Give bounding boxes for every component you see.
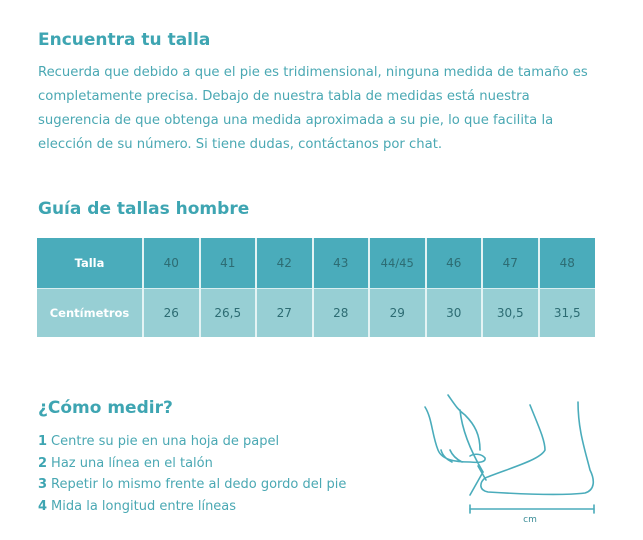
step-item: 4 Mida la longitud entre líneas xyxy=(38,498,237,514)
intro-text: Recuerda que debido a que el pie es trid… xyxy=(38,65,588,152)
size-cell: 43 xyxy=(311,238,369,289)
size-table: Talla 40 41 42 43 44/45 46 47 48 Centíme… xyxy=(37,238,595,337)
cm-cell: 26 xyxy=(142,288,200,337)
cm-cell: 29 xyxy=(368,288,426,337)
size-cell: 44/45 xyxy=(368,238,426,289)
cm-cell: 30 xyxy=(424,288,482,337)
size-cell: 48 xyxy=(537,238,595,289)
foot-icon xyxy=(480,401,595,496)
size-cell: 42 xyxy=(255,238,313,289)
size-cell: 47 xyxy=(481,238,539,289)
page-title: Encuentra tu talla xyxy=(38,30,211,50)
step-item: 3 Repetir lo mismo frente al dedo gordo d… xyxy=(38,477,347,492)
unit-label: cm xyxy=(523,515,537,525)
size-cell: 40 xyxy=(142,238,200,289)
how-to-measure-title: ¿Cómo medir? xyxy=(38,398,173,418)
size-guide-title: Guía de tallas hombre xyxy=(38,199,250,219)
size-cell: 41 xyxy=(198,238,256,289)
cm-row: Centímetros 26 26,5 27 28 29 30 30,5 31,… xyxy=(37,288,595,337)
size-row: Talla 40 41 42 43 44/45 46 47 48 xyxy=(37,238,595,289)
cm-cell: 31,5 xyxy=(537,288,595,337)
hand-icon xyxy=(424,394,486,473)
steps-list: 1 Centre su pie en una hoja de papel 2 Haz… xyxy=(38,431,346,517)
step-item: 2 Haz una línea en el talón xyxy=(38,455,213,471)
cm-cell: 26,5 xyxy=(198,288,256,337)
cm-cell: 28 xyxy=(311,288,369,337)
row-label: Talla xyxy=(37,238,143,289)
row-label: Centímetros xyxy=(37,288,143,337)
step-item: 1 Centre su pie en una hoja de papel xyxy=(38,434,280,449)
size-cell: 46 xyxy=(424,238,482,289)
cm-cell: 30,5 xyxy=(481,288,539,337)
foot-measure-illustration: cm xyxy=(424,394,595,525)
cm-cell: 27 xyxy=(255,288,313,337)
